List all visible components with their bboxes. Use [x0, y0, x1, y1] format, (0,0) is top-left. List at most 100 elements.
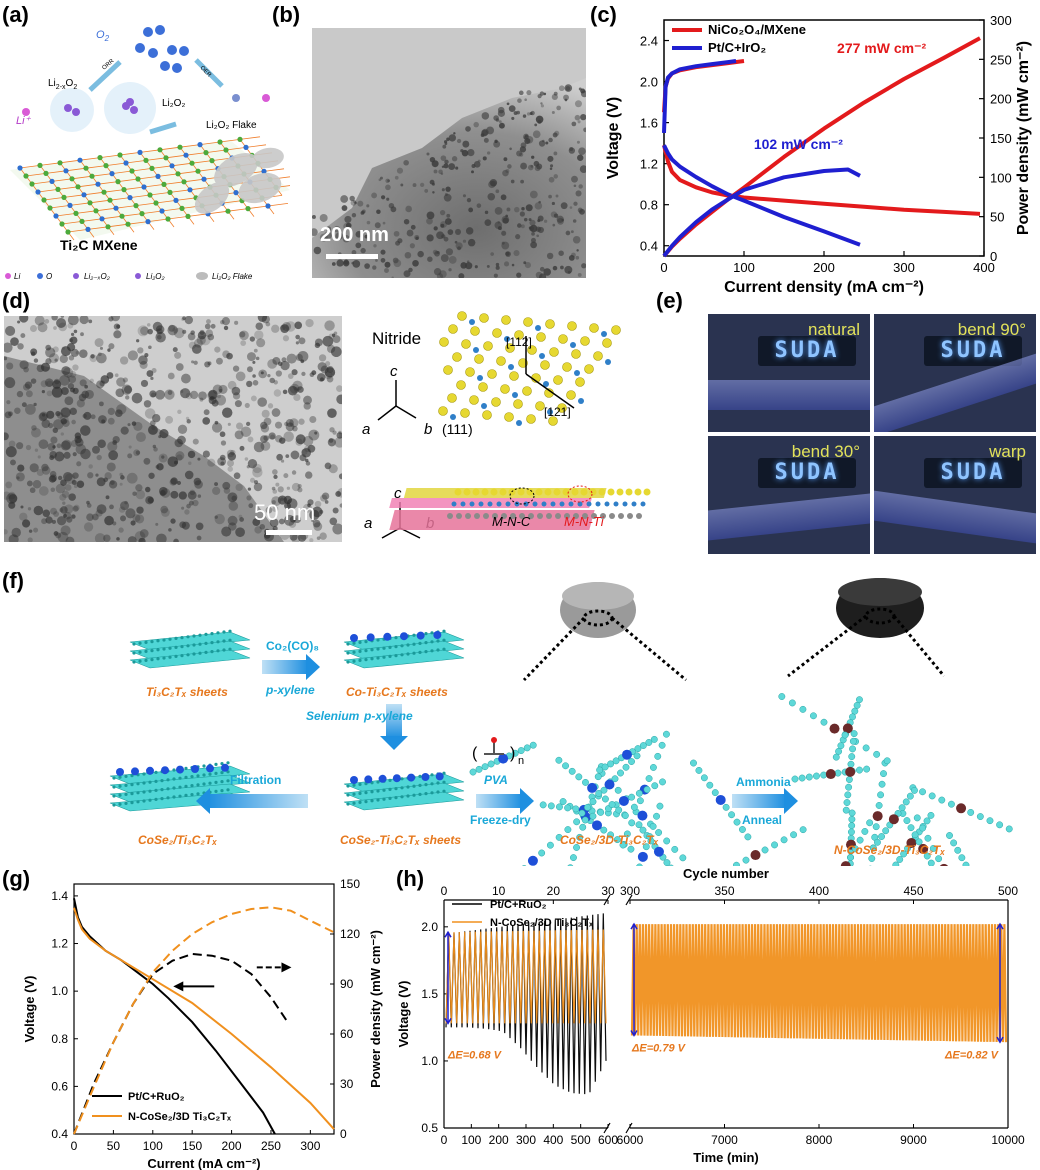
- y2-tick-label: 120: [340, 927, 360, 941]
- annotation-102: 102 mW cm⁻²: [754, 136, 843, 152]
- svg-text:(: (: [472, 745, 478, 762]
- y-tick-label: 1.2: [640, 157, 658, 172]
- axis-break: [625, 894, 633, 906]
- legend-entry: Pt/C+IrO₂: [708, 40, 766, 55]
- delta-e-2-head: [630, 922, 638, 930]
- y-tick-label: 1.0: [51, 984, 68, 998]
- label-co2co8: Co₂(CO)₈: [266, 639, 319, 653]
- mxene-label: Ti₂C MXene: [60, 237, 138, 253]
- y2-axis-label: Power density (mW cm⁻²): [1015, 41, 1032, 235]
- photo-bend-30: SUDA bend 30°: [708, 436, 870, 554]
- annotation-277: 277 mW cm⁻²: [837, 40, 926, 56]
- pva-structure: () n: [472, 737, 524, 767]
- x-tick-label: 300: [300, 1139, 320, 1153]
- y2-tick-label: 250: [990, 52, 1012, 67]
- cose2-ti3c2tx-sheet: [343, 771, 465, 811]
- photo-natural: SUDA natural: [708, 314, 870, 432]
- series-line-1: [662, 59, 737, 133]
- x-tick-label: 0: [71, 1139, 78, 1153]
- series-line-0: [662, 59, 745, 113]
- scale-bar-d: [266, 530, 312, 535]
- arrow-right-head: [281, 962, 292, 973]
- panel-label-g: (g): [2, 866, 31, 891]
- y-tick-label: 1.5: [421, 987, 438, 1001]
- y-tick-label: 2.4: [640, 34, 658, 49]
- panel-b-tem-image: 200 nm: [312, 28, 586, 278]
- panel-f-scheme: Ti₃C₂Tₓ sheets Co-Ti₃C₂Tₓ sheets CoSe₂-T…: [109, 578, 1013, 866]
- y-tick-label: 1.2: [51, 937, 68, 951]
- label-anneal: Anneal: [742, 813, 782, 827]
- svg-text:): ): [510, 745, 515, 762]
- x-tick-label: 7000: [711, 1133, 738, 1147]
- x-tick-label: 200: [222, 1139, 242, 1153]
- x-tick-label: 0: [660, 260, 667, 275]
- x2-tick-label: 350: [714, 884, 734, 898]
- arrow-left-head: [173, 981, 184, 992]
- panel-label-e: (e): [656, 288, 683, 313]
- x2-tick-label: 450: [903, 884, 923, 898]
- label-pva: PVA: [484, 773, 508, 787]
- axis-c-1: c: [390, 363, 398, 380]
- series-line-2: [73, 952, 288, 1135]
- x2-tick-label: 10: [492, 884, 506, 898]
- label-pxylene-2: p-xylene: [363, 709, 413, 723]
- x2-axis-label: Cycle number: [683, 866, 769, 881]
- li2o2-label: Li₂O₂: [162, 98, 185, 109]
- x-tick-label: 0: [441, 1133, 448, 1147]
- y-tick-label: 0.6: [51, 1079, 68, 1093]
- caption-bend-90: bend 90°: [957, 320, 1026, 339]
- dir-112: [112]: [506, 335, 532, 349]
- led-screen: SUDA: [924, 336, 1022, 366]
- cycling-series-0: [445, 913, 607, 1095]
- x-tick-label: 8000: [806, 1133, 833, 1147]
- series-line-3: [662, 144, 861, 247]
- legend-li: Li: [14, 272, 20, 281]
- panel-c-chart: 0 100 200 300 400 0.4 0.8 1.2 1.6 2.0 2.4 0 50 100 150…: [605, 13, 1032, 296]
- label-n-cose2: N-CoSe₂/3D-Ti₃C₂Tₓ: [834, 843, 945, 857]
- li2o2-flake-label: Li₂O₂ Flake: [206, 120, 257, 131]
- y-tick-label: 0.4: [640, 239, 658, 254]
- legend-li2xo2: Li₂₋ₓO₂: [84, 272, 110, 281]
- x-tick-label: 100: [143, 1139, 163, 1153]
- photo-bend-90: SUDA bend 90°: [874, 314, 1036, 432]
- label-filtration: Filtration: [230, 773, 281, 787]
- panel-label-f: (f): [2, 568, 24, 593]
- x2-tick-label: 300: [620, 884, 640, 898]
- x2-tick-label: 20: [547, 884, 561, 898]
- y2-axis-label: Power density (mW cm⁻²): [368, 930, 383, 1088]
- led-screen: SUDA: [924, 458, 1022, 488]
- x2-tick-label: 400: [809, 884, 829, 898]
- x-tick-label: 500: [571, 1133, 591, 1147]
- x-tick-label: 100: [461, 1133, 481, 1147]
- y-tick-label: 0.4: [51, 1127, 68, 1141]
- x-tick-label: 400: [973, 260, 995, 275]
- cycling-series-1: [445, 929, 607, 1024]
- x-tick-label: 9000: [900, 1133, 927, 1147]
- y-tick-label: 1.0: [421, 1054, 438, 1068]
- x-tick-label: 150: [182, 1139, 202, 1153]
- y2-tick-label: 0: [340, 1127, 347, 1141]
- axis-c-2: c: [394, 485, 402, 502]
- caption-natural: natural: [808, 320, 860, 339]
- legend-entry: Pt/C+RuO₂: [128, 1091, 185, 1103]
- y-tick-label: 0.8: [51, 1032, 68, 1046]
- label-ammonia: Ammonia: [736, 775, 791, 789]
- led-screen: SUDA: [758, 458, 856, 488]
- panel-d-structure: Nitride c a b (111) [112] [121] c a b M-…: [362, 311, 651, 539]
- panel-a-schematic: O2 ORR OER Li2-xO2 Li₂O₂ Li₂O₂ Flake Li⁺…: [5, 25, 290, 281]
- photo-warp: SUDA warp: [874, 436, 1036, 554]
- delta-e-3-label: ΔE=0.82 V: [944, 1049, 1000, 1061]
- series-line-1: [73, 907, 335, 1130]
- cycling-series-2: [630, 924, 1008, 1043]
- series-line-5: [662, 167, 861, 258]
- dir-121: [121]: [544, 405, 571, 419]
- series-line-3: [73, 906, 335, 1135]
- legend-entry: N-CoSe₂/3D Ti₃C₂Tₓ: [490, 917, 594, 929]
- delta-e-1-tail: [444, 1018, 452, 1025]
- y-tick-label: 1.4: [51, 889, 68, 903]
- panel-label-b: (b): [272, 2, 301, 27]
- y-axis-label: Voltage (V): [605, 97, 622, 179]
- y-axis-label: Voltage (V): [396, 981, 411, 1048]
- legend-entry: Pt/C+RuO₂: [490, 899, 547, 911]
- x2-tick-label: 500: [998, 884, 1018, 898]
